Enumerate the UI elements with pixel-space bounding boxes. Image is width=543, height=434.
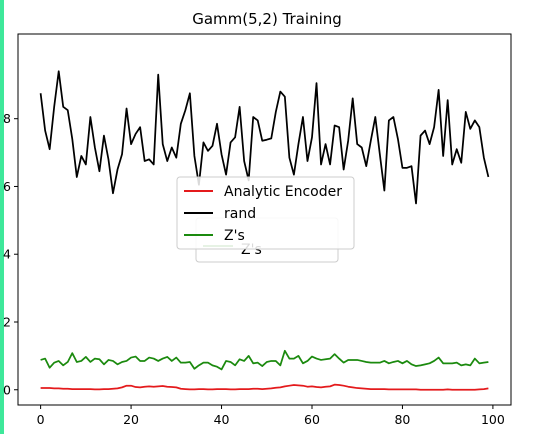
- axis-ticks: 0 20 40 60 80 100 0 2 4 6 8: [3, 111, 505, 427]
- chart-title: Gamm(5,2) Training: [192, 10, 342, 28]
- y-tick-label: 0: [3, 382, 11, 397]
- y-tick-label: 2: [3, 314, 11, 329]
- legend-label-rand: rand: [224, 206, 256, 222]
- y-tick-label: 6: [3, 179, 11, 194]
- plot-area-frame: [17, 33, 512, 406]
- series-line-rand: [39, 70, 490, 205]
- x-tick-label: 60: [304, 412, 320, 427]
- legend-label-z-s: Z's: [224, 228, 245, 244]
- y-tick-label: 4: [3, 247, 11, 262]
- legend-label-analytic-encoder: Analytic Encoder: [224, 184, 342, 200]
- y-tick-label: 8: [3, 111, 11, 126]
- x-tick-label: 80: [394, 412, 410, 427]
- series-line-z-s: [40, 349, 489, 371]
- legend: Analytic Encoder rand Z's: [176, 176, 355, 250]
- x-tick-label: 40: [214, 412, 230, 427]
- series-line-analytic-encoder: [40, 383, 489, 391]
- x-tick-label: 20: [123, 412, 139, 427]
- legend-frame: [176, 176, 355, 250]
- series-lines: [39, 70, 490, 391]
- window-accent-bar: [0, 0, 4, 434]
- x-tick-label: 0: [37, 412, 45, 427]
- x-tick-label: 100: [481, 412, 505, 427]
